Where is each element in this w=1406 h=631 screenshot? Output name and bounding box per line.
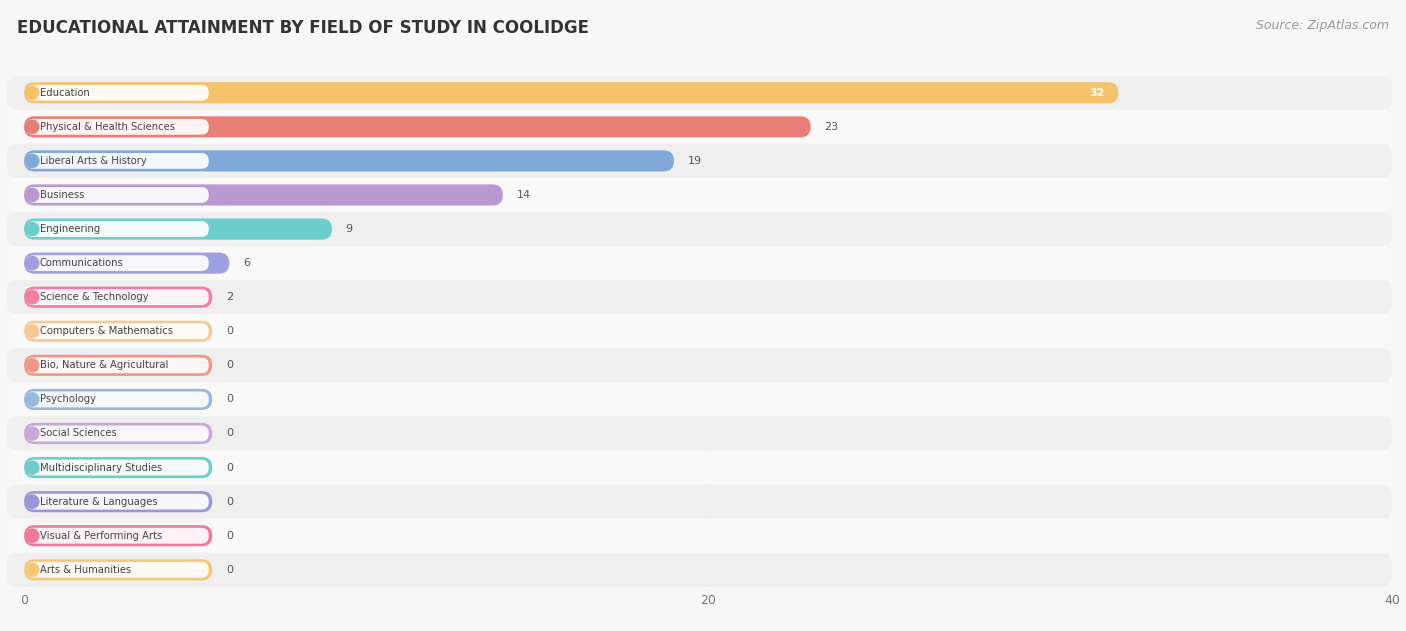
FancyBboxPatch shape: [24, 525, 212, 546]
FancyBboxPatch shape: [7, 76, 1392, 110]
Text: 23: 23: [824, 122, 838, 132]
FancyBboxPatch shape: [7, 280, 1392, 314]
FancyBboxPatch shape: [24, 355, 212, 376]
Text: 2: 2: [226, 292, 233, 302]
Circle shape: [25, 427, 39, 440]
Text: 0: 0: [226, 428, 233, 439]
Circle shape: [25, 324, 39, 338]
FancyBboxPatch shape: [7, 110, 1392, 144]
FancyBboxPatch shape: [25, 391, 208, 408]
Text: Education: Education: [39, 88, 90, 98]
FancyBboxPatch shape: [7, 178, 1392, 212]
FancyBboxPatch shape: [25, 459, 208, 476]
FancyBboxPatch shape: [25, 187, 208, 203]
FancyBboxPatch shape: [7, 212, 1392, 246]
FancyBboxPatch shape: [7, 416, 1392, 451]
FancyBboxPatch shape: [7, 553, 1392, 587]
FancyBboxPatch shape: [25, 528, 208, 544]
Text: Engineering: Engineering: [39, 224, 100, 234]
FancyBboxPatch shape: [25, 323, 208, 339]
FancyBboxPatch shape: [25, 85, 208, 101]
Circle shape: [25, 392, 39, 406]
Text: 0: 0: [226, 565, 233, 575]
FancyBboxPatch shape: [24, 559, 212, 581]
Circle shape: [25, 461, 39, 475]
Text: Business: Business: [39, 190, 84, 200]
Text: 0: 0: [226, 531, 233, 541]
Text: Liberal Arts & History: Liberal Arts & History: [39, 156, 146, 166]
FancyBboxPatch shape: [7, 246, 1392, 280]
Circle shape: [25, 529, 39, 543]
Text: 32: 32: [1090, 88, 1105, 98]
Text: EDUCATIONAL ATTAINMENT BY FIELD OF STUDY IN COOLIDGE: EDUCATIONAL ATTAINMENT BY FIELD OF STUDY…: [17, 19, 589, 37]
FancyBboxPatch shape: [25, 153, 208, 169]
FancyBboxPatch shape: [24, 491, 212, 512]
FancyBboxPatch shape: [25, 119, 208, 135]
Circle shape: [25, 222, 39, 236]
Text: 0: 0: [226, 497, 233, 507]
FancyBboxPatch shape: [7, 382, 1392, 416]
FancyBboxPatch shape: [25, 289, 208, 305]
Text: Bio, Nature & Agricultural: Bio, Nature & Agricultural: [39, 360, 169, 370]
Text: 6: 6: [243, 258, 250, 268]
FancyBboxPatch shape: [24, 184, 503, 206]
FancyBboxPatch shape: [7, 451, 1392, 485]
FancyBboxPatch shape: [7, 348, 1392, 382]
Text: 0: 0: [226, 463, 233, 473]
FancyBboxPatch shape: [24, 389, 212, 410]
FancyBboxPatch shape: [25, 493, 208, 510]
FancyBboxPatch shape: [24, 286, 212, 308]
Circle shape: [25, 154, 39, 168]
Text: Source: ZipAtlas.com: Source: ZipAtlas.com: [1256, 19, 1389, 32]
FancyBboxPatch shape: [24, 321, 212, 342]
Text: Literature & Languages: Literature & Languages: [39, 497, 157, 507]
FancyBboxPatch shape: [25, 357, 208, 374]
FancyBboxPatch shape: [25, 425, 208, 442]
Text: Multidisciplinary Studies: Multidisciplinary Studies: [39, 463, 162, 473]
FancyBboxPatch shape: [24, 423, 212, 444]
FancyBboxPatch shape: [24, 116, 811, 138]
Text: 9: 9: [346, 224, 353, 234]
Text: Computers & Mathematics: Computers & Mathematics: [39, 326, 173, 336]
Circle shape: [25, 256, 39, 270]
Circle shape: [25, 120, 39, 134]
FancyBboxPatch shape: [25, 221, 208, 237]
Circle shape: [25, 495, 39, 509]
Text: 0: 0: [226, 326, 233, 336]
FancyBboxPatch shape: [24, 82, 1118, 103]
Text: Psychology: Psychology: [39, 394, 96, 404]
FancyBboxPatch shape: [25, 255, 208, 271]
FancyBboxPatch shape: [24, 150, 673, 172]
Text: Physical & Health Sciences: Physical & Health Sciences: [39, 122, 174, 132]
FancyBboxPatch shape: [7, 519, 1392, 553]
FancyBboxPatch shape: [24, 218, 332, 240]
Text: Arts & Humanities: Arts & Humanities: [39, 565, 131, 575]
FancyBboxPatch shape: [7, 485, 1392, 519]
FancyBboxPatch shape: [25, 562, 208, 578]
Circle shape: [25, 563, 39, 577]
Circle shape: [25, 358, 39, 372]
Text: 0: 0: [226, 360, 233, 370]
Circle shape: [25, 290, 39, 304]
Text: Science & Technology: Science & Technology: [39, 292, 149, 302]
Circle shape: [25, 86, 39, 100]
Circle shape: [25, 188, 39, 202]
Text: 14: 14: [516, 190, 530, 200]
FancyBboxPatch shape: [7, 144, 1392, 178]
Text: Communications: Communications: [39, 258, 124, 268]
Text: 0: 0: [226, 394, 233, 404]
Text: Social Sciences: Social Sciences: [39, 428, 117, 439]
Text: Visual & Performing Arts: Visual & Performing Arts: [39, 531, 162, 541]
FancyBboxPatch shape: [24, 252, 229, 274]
Text: 19: 19: [688, 156, 702, 166]
FancyBboxPatch shape: [24, 457, 212, 478]
FancyBboxPatch shape: [7, 314, 1392, 348]
